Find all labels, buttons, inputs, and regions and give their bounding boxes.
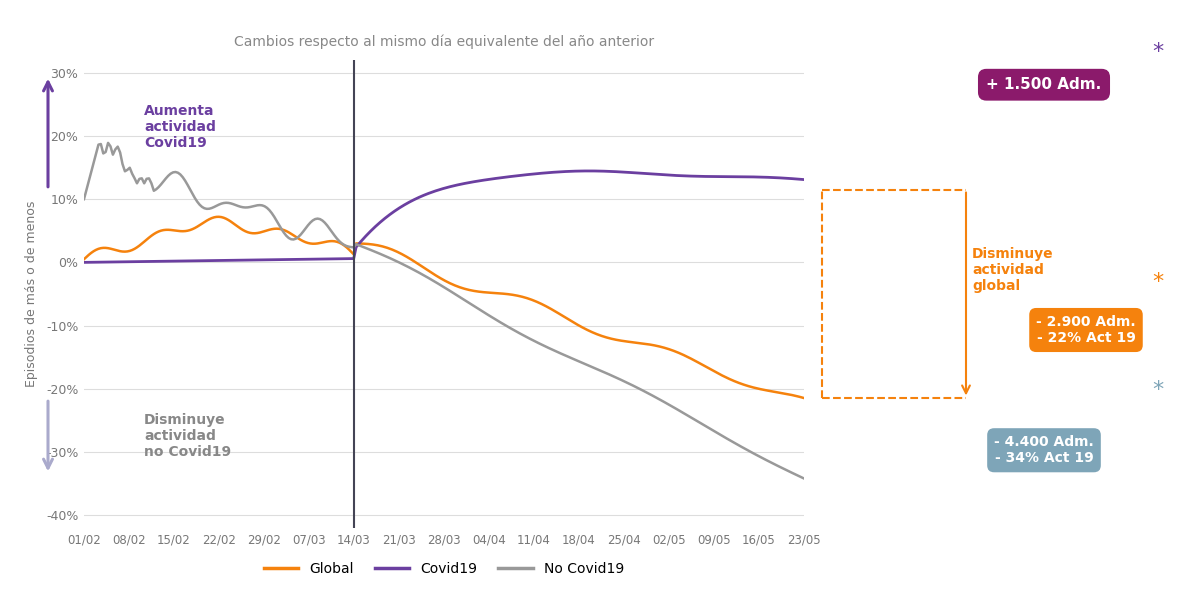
Text: *: * bbox=[1152, 42, 1164, 62]
Title: Cambios respecto al mismo día equivalente del año anterior: Cambios respecto al mismo día equivalent… bbox=[234, 35, 654, 49]
Y-axis label: Episodios de más o de menos: Episodios de más o de menos bbox=[25, 201, 37, 387]
Legend: Global, Covid19, No Covid19: Global, Covid19, No Covid19 bbox=[258, 557, 630, 582]
Text: - 2.900 Adm.
- 22% Act 19: - 2.900 Adm. - 22% Act 19 bbox=[1036, 315, 1136, 345]
Text: Disminuye
actividad
global: Disminuye actividad global bbox=[972, 247, 1054, 293]
Text: Aumenta
actividad
Covid19: Aumenta actividad Covid19 bbox=[144, 104, 216, 150]
Text: + 1.500 Adm.: + 1.500 Adm. bbox=[986, 77, 1102, 92]
Text: - 4.400 Adm.
- 34% Act 19: - 4.400 Adm. - 34% Act 19 bbox=[994, 435, 1094, 466]
Text: *: * bbox=[1152, 272, 1164, 292]
Text: *: * bbox=[1152, 380, 1164, 400]
Text: Disminuye
actividad
no Covid19: Disminuye actividad no Covid19 bbox=[144, 413, 232, 460]
